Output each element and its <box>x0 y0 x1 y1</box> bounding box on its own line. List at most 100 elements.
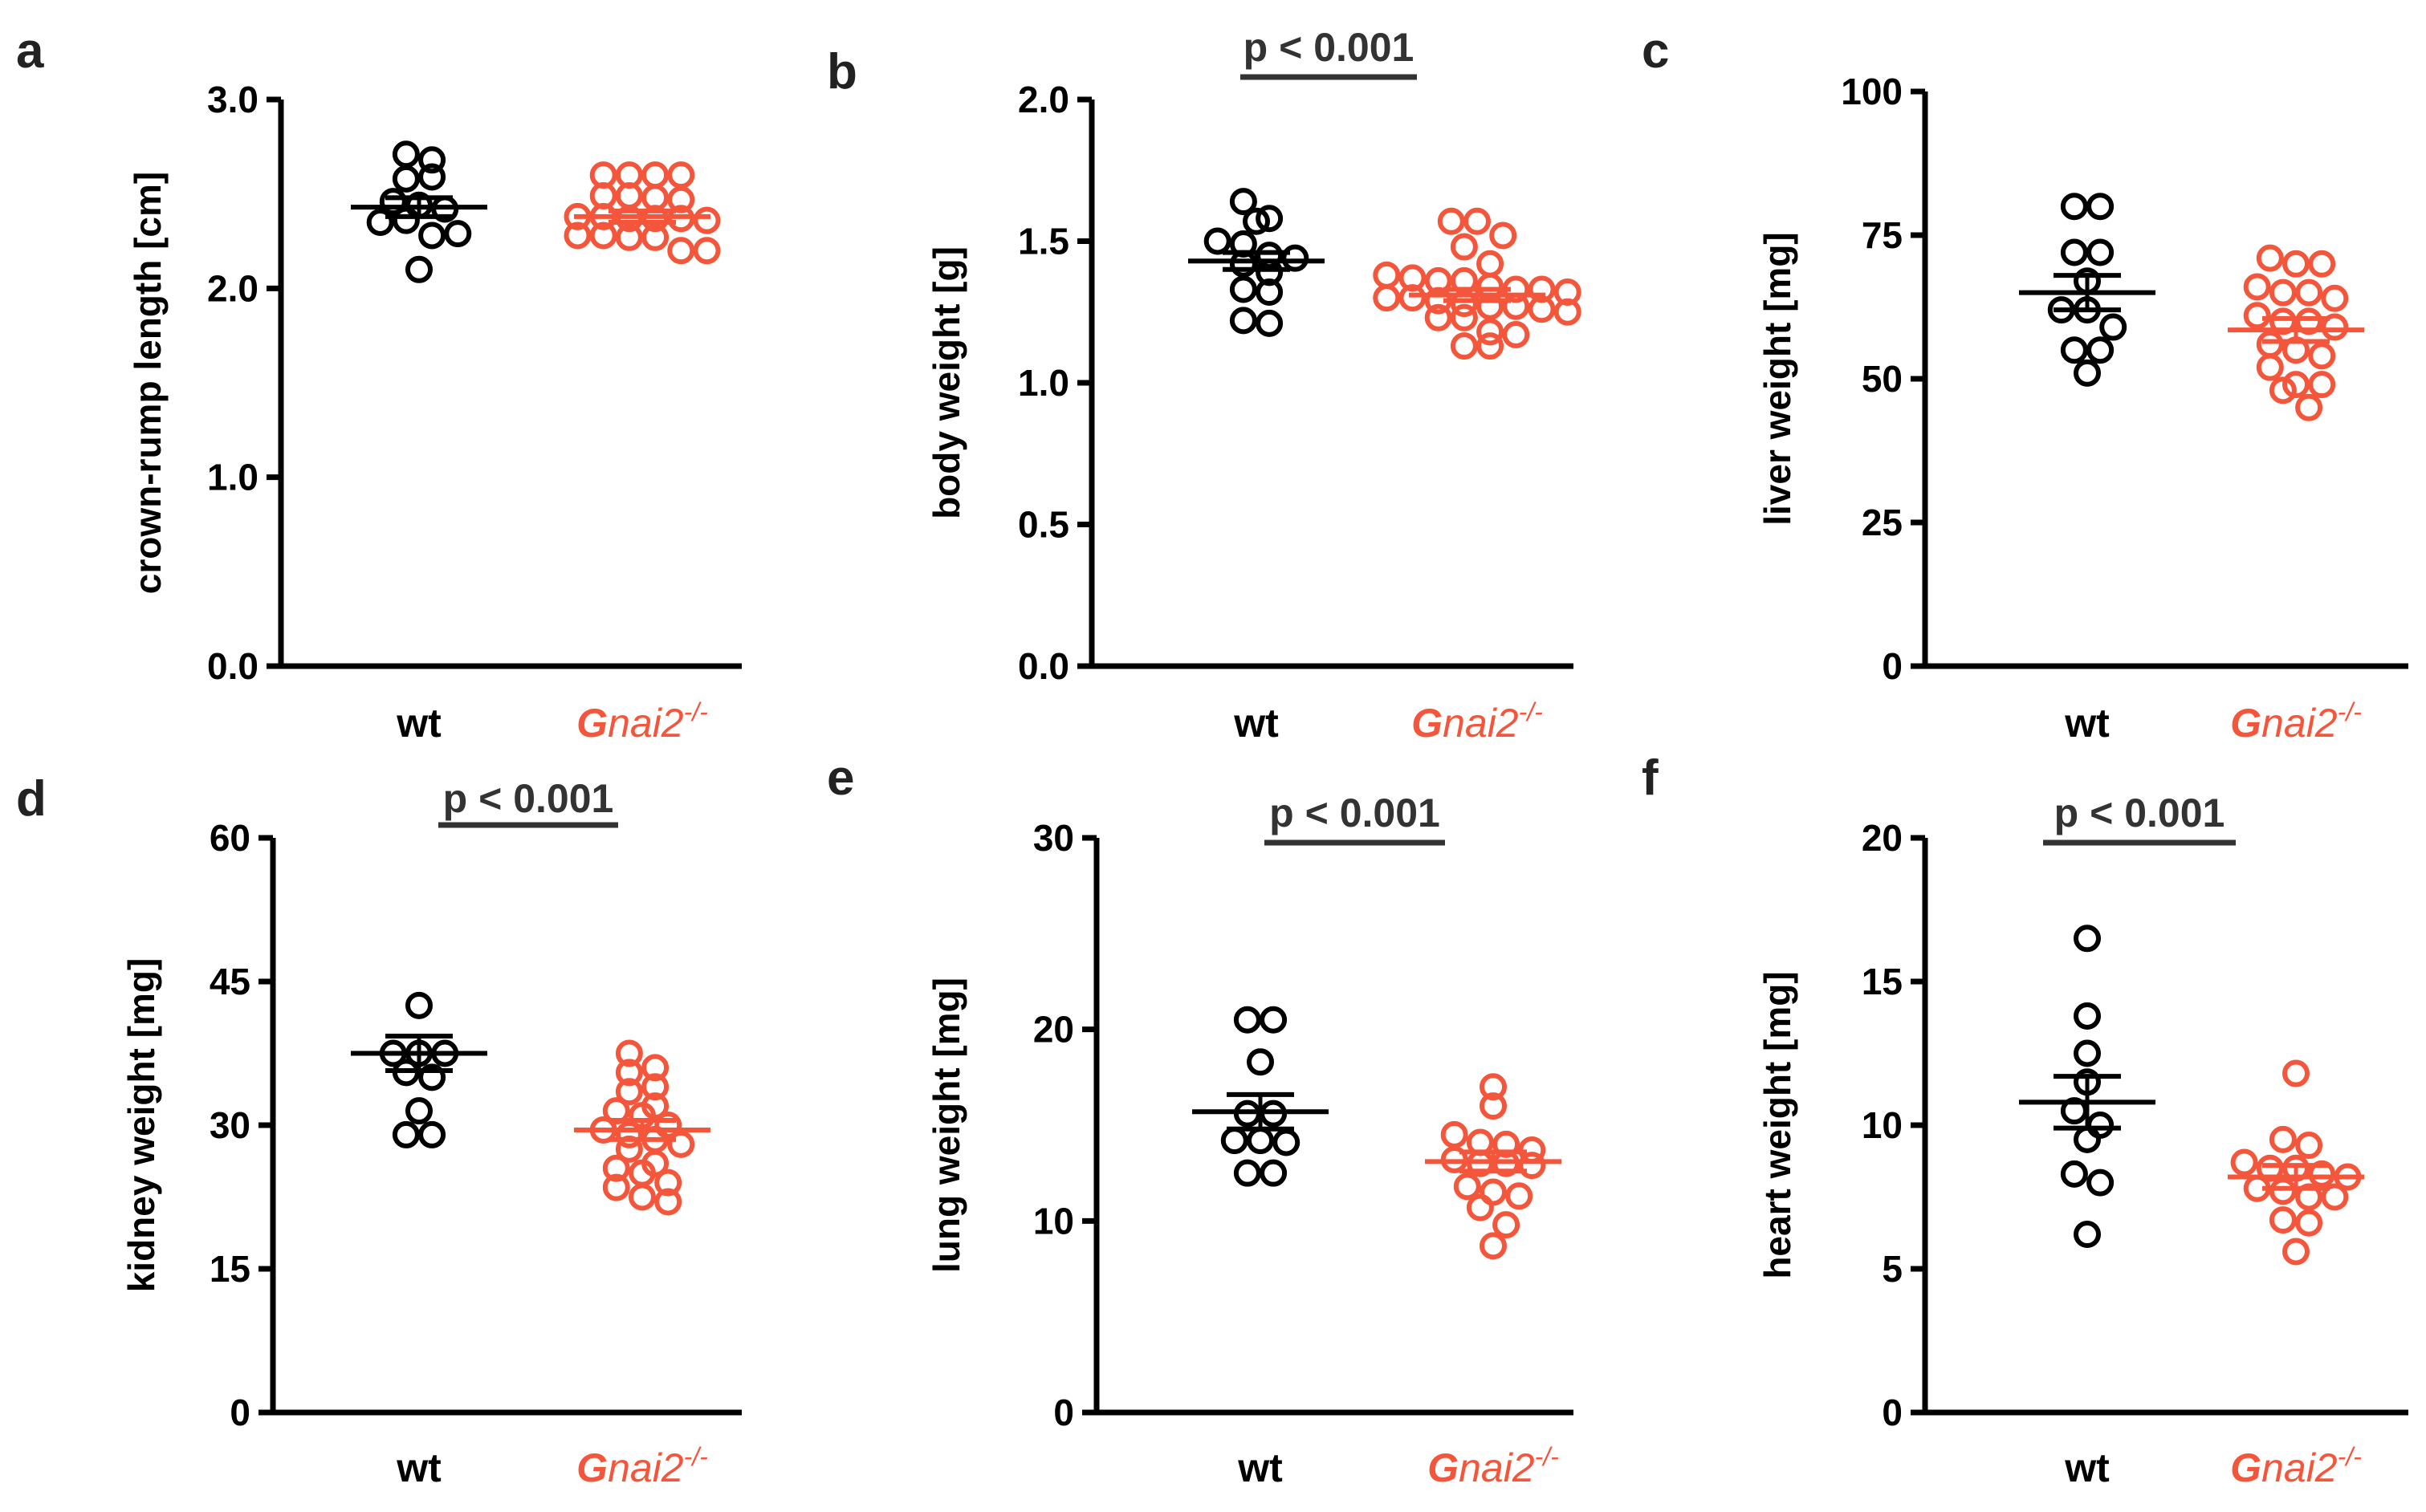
y-axis-label: heart weight [mg] <box>1756 971 1798 1278</box>
data-point <box>1233 1159 1261 1187</box>
data-point <box>2074 1039 2101 1067</box>
data-point <box>2295 1183 2323 1211</box>
data-point <box>1480 1092 1507 1120</box>
group-label-ko-superscript: -/- <box>2338 697 2362 726</box>
panel-letter: e <box>827 750 854 806</box>
significance-label: p < 0.001 <box>1269 791 1440 835</box>
y-tick-label: 15 <box>1862 961 1903 1002</box>
group-label-ko: Gnai2-/- <box>1427 1442 1559 1490</box>
data-point <box>1281 244 1309 272</box>
data-point <box>418 146 446 174</box>
data-point <box>2086 336 2115 364</box>
series-ko <box>564 161 721 265</box>
data-point <box>1476 272 1504 300</box>
series-wt <box>351 140 487 283</box>
y-tick-label: 0 <box>1882 1392 1903 1433</box>
data-point <box>2243 273 2271 301</box>
data-point <box>693 206 721 234</box>
data-point <box>1450 332 1478 360</box>
y-axis-label: body weight [g] <box>926 246 967 519</box>
group-label-wt: wt <box>396 1445 442 1490</box>
y-tick-label: 1.0 <box>207 457 258 498</box>
data-point <box>2308 250 2336 278</box>
data-point <box>2295 278 2323 307</box>
panel-a: a 0.0 1.0 2.0 3.0 crown-rump length [cm] wt Gna… <box>16 23 742 746</box>
y-tick-label: 20 <box>1033 1009 1074 1051</box>
y-tick-label: 75 <box>1862 214 1903 256</box>
data-point <box>1502 320 1530 348</box>
group-label-ko-gene: G <box>2230 1445 2261 1490</box>
data-point <box>2099 313 2127 341</box>
data-point <box>1450 290 1478 318</box>
group-label-wt: wt <box>2064 1445 2110 1490</box>
y-tick-label: 25 <box>1862 502 1903 543</box>
data-point <box>1247 1127 1274 1155</box>
panel-letter: a <box>16 23 44 79</box>
data-point <box>2269 1206 2297 1234</box>
y-tick-label: 0 <box>230 1392 250 1433</box>
y-tick-label: 3.0 <box>207 79 258 120</box>
group-label-ko-superscript: -/- <box>684 697 708 726</box>
series-wt <box>2019 925 2155 1249</box>
group-label-ko-gene: G <box>576 1445 608 1490</box>
data-point <box>1476 250 1504 278</box>
data-point <box>641 1054 670 1082</box>
panel-letter: f <box>1642 750 1659 806</box>
data-point <box>667 161 695 189</box>
panel-f: f 0 5 10 15 20 heart weight [mg] wt Gnai2-/- p < … <box>1642 750 2408 1490</box>
group-label-ko-rest: nai2 <box>2261 701 2338 746</box>
data-point <box>602 1173 630 1201</box>
significance-label: p < 0.001 <box>1244 25 1414 70</box>
y-tick-label: 20 <box>1862 817 1903 859</box>
data-point <box>615 1059 643 1087</box>
y-tick-label: 15 <box>210 1248 250 1290</box>
data-point <box>2256 353 2284 381</box>
group-label-ko-gene: G <box>1427 1445 1459 1490</box>
y-tick-label: 1.5 <box>1018 221 1069 262</box>
group-label-ko-superscript: -/- <box>684 1442 708 1471</box>
series-ko <box>2228 1059 2364 1266</box>
data-point <box>1463 207 1491 235</box>
data-point <box>2074 1125 2101 1153</box>
data-point <box>2295 393 2323 421</box>
y-tick-label: 30 <box>210 1104 250 1146</box>
data-point <box>615 1078 643 1106</box>
series-ko <box>2228 244 2364 421</box>
data-point <box>654 1188 682 1216</box>
data-point <box>629 1183 656 1211</box>
group-label-ko-superscript: -/- <box>1535 1442 1559 1471</box>
series-ko <box>1425 1073 1561 1260</box>
data-point <box>641 161 670 189</box>
data-point <box>366 208 394 236</box>
y-axis-label: kidney weight [mg] <box>120 958 162 1293</box>
data-point <box>2308 1160 2336 1188</box>
data-point <box>1492 1130 1520 1158</box>
data-point <box>1398 264 1427 292</box>
y-tick-label: 5 <box>1882 1248 1903 1290</box>
data-point <box>693 237 721 265</box>
data-point <box>2060 1160 2088 1188</box>
data-point <box>2295 1132 2323 1160</box>
data-point <box>1398 284 1427 312</box>
data-point <box>1256 278 1284 307</box>
significance-label: p < 0.001 <box>443 776 614 821</box>
data-point <box>444 220 472 248</box>
data-point <box>2269 1125 2297 1153</box>
data-point <box>418 1063 446 1091</box>
data-point <box>2060 193 2088 221</box>
data-point <box>1247 1048 1274 1076</box>
group-label-wt: wt <box>1237 1445 1283 1490</box>
data-point <box>1505 1182 1533 1210</box>
panel-letter: c <box>1642 23 1669 79</box>
data-point <box>1220 1127 1248 1155</box>
data-point <box>1553 278 1581 307</box>
data-point <box>2295 1209 2323 1237</box>
series-wt <box>1188 188 1325 337</box>
data-point <box>2074 925 2101 953</box>
data-point <box>615 1039 643 1067</box>
series-ko <box>1373 207 1581 360</box>
data-point <box>667 1130 695 1158</box>
data-point <box>2269 278 2297 307</box>
data-point <box>667 237 695 265</box>
